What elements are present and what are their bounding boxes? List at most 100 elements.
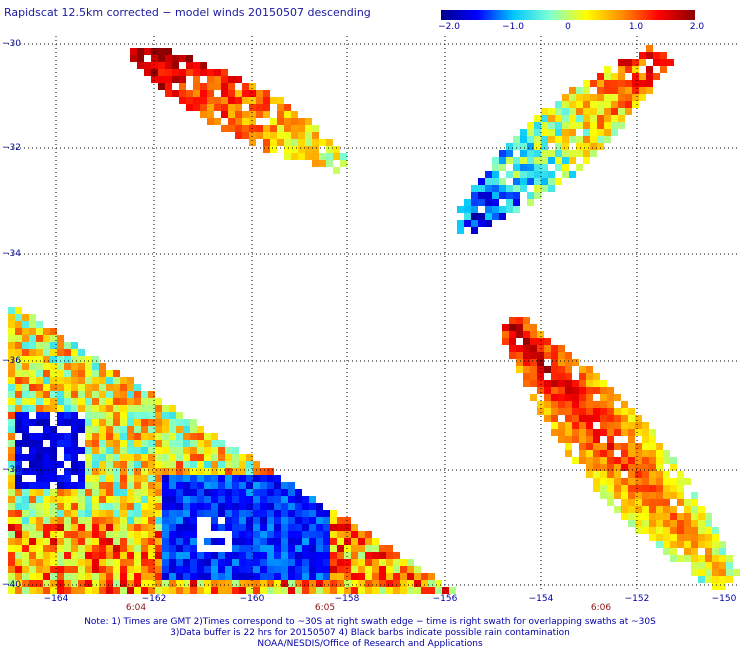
- wind-cell: [50, 405, 57, 412]
- wind-cell: [50, 433, 57, 440]
- wind-cell: [590, 101, 597, 108]
- wind-cell: [660, 66, 667, 73]
- wind-cell: [263, 104, 270, 111]
- wind-cell: [176, 454, 183, 461]
- wind-cell: [99, 468, 106, 475]
- wind-cell: [530, 366, 537, 373]
- wind-cell: [151, 62, 158, 69]
- wind-cell: [393, 580, 400, 587]
- wind-cell: [509, 338, 516, 345]
- wind-cell: [151, 48, 158, 55]
- wind-cell: [162, 482, 169, 489]
- wind-cell: [506, 171, 513, 178]
- wind-cell: [288, 552, 295, 559]
- wind-cell: [607, 457, 614, 464]
- wind-cell: [365, 566, 372, 573]
- wind-cell: [656, 443, 663, 450]
- wind-cell: [78, 468, 85, 475]
- wind-cell: [593, 485, 600, 492]
- wind-cell: [29, 433, 36, 440]
- wind-cell: [92, 580, 99, 587]
- wind-cell: [8, 433, 15, 440]
- wind-cell: [36, 398, 43, 405]
- wind-cell: [92, 384, 99, 391]
- wind-cell: [457, 227, 464, 234]
- wind-cell: [78, 517, 85, 524]
- lat-label-34: −34: [2, 249, 21, 259]
- wind-cell: [267, 580, 274, 587]
- wind-cell: [635, 492, 642, 499]
- wind-cell: [15, 398, 22, 405]
- wind-cell: [43, 545, 50, 552]
- wind-cell: [239, 552, 246, 559]
- wind-cell: [372, 545, 379, 552]
- wind-cell: [15, 482, 22, 489]
- wind-cell: [600, 492, 607, 499]
- wind-cell: [400, 573, 407, 580]
- wind-cell: [43, 461, 50, 468]
- wind-cell: [221, 69, 228, 76]
- wind-cell: [120, 482, 127, 489]
- wind-cell: [221, 104, 228, 111]
- wind-cell: [8, 426, 15, 433]
- wind-cell: [642, 429, 649, 436]
- wind-cell: [29, 573, 36, 580]
- wind-cell: [225, 496, 232, 503]
- wind-cell: [586, 366, 593, 373]
- wind-cell: [232, 454, 239, 461]
- wind-cell: [607, 422, 614, 429]
- wind-cell: [169, 580, 176, 587]
- wind-cell: [155, 454, 162, 461]
- wind-cell: [50, 510, 57, 517]
- wind-cell: [57, 580, 64, 587]
- wind-cell: [492, 157, 499, 164]
- wind-cell: [8, 342, 15, 349]
- wind-cell: [71, 573, 78, 580]
- wind-cell: [43, 524, 50, 531]
- wind-cell: [43, 405, 50, 412]
- wind-cell: [309, 545, 316, 552]
- wind-cell: [551, 408, 558, 415]
- wind-cell: [148, 426, 155, 433]
- wind-cell: [134, 545, 141, 552]
- wind-cell: [712, 562, 719, 569]
- wind-cell: [228, 111, 235, 118]
- wind-cell: [134, 510, 141, 517]
- wind-cell: [302, 510, 309, 517]
- wind-cell: [106, 419, 113, 426]
- wind-cell: [600, 429, 607, 436]
- wind-cell: [604, 94, 611, 101]
- wind-cell: [284, 139, 291, 146]
- wind-cell: [726, 562, 733, 569]
- wind-cell: [99, 454, 106, 461]
- wind-cell: [471, 199, 478, 206]
- wind-cell: [621, 492, 628, 499]
- wind-cell: [295, 489, 302, 496]
- wind-cell: [600, 471, 607, 478]
- wind-cell: [565, 401, 572, 408]
- wind-cell: [211, 489, 218, 496]
- wind-cell: [120, 391, 127, 398]
- wind-cell: [134, 440, 141, 447]
- wind-cell: [162, 454, 169, 461]
- wind-cell: [611, 94, 618, 101]
- wind-cell: [576, 101, 583, 108]
- wind-cell: [148, 573, 155, 580]
- wind-cell: [106, 552, 113, 559]
- wind-cell: [277, 118, 284, 125]
- wind-cell: [635, 478, 642, 485]
- wind-cell: [239, 587, 246, 594]
- wind-cell: [200, 104, 207, 111]
- wind-cell: [407, 559, 414, 566]
- wind-cell: [586, 373, 593, 380]
- wind-cell: [670, 520, 677, 527]
- wind-cell: [78, 349, 85, 356]
- wind-cell: [274, 587, 281, 594]
- wind-cell: [471, 192, 478, 199]
- wind-cell: [569, 129, 576, 136]
- wind-cell: [120, 503, 127, 510]
- wind-cell: [127, 405, 134, 412]
- wind-cell: [8, 391, 15, 398]
- wind-cell: [698, 569, 705, 576]
- wind-cell: [64, 573, 71, 580]
